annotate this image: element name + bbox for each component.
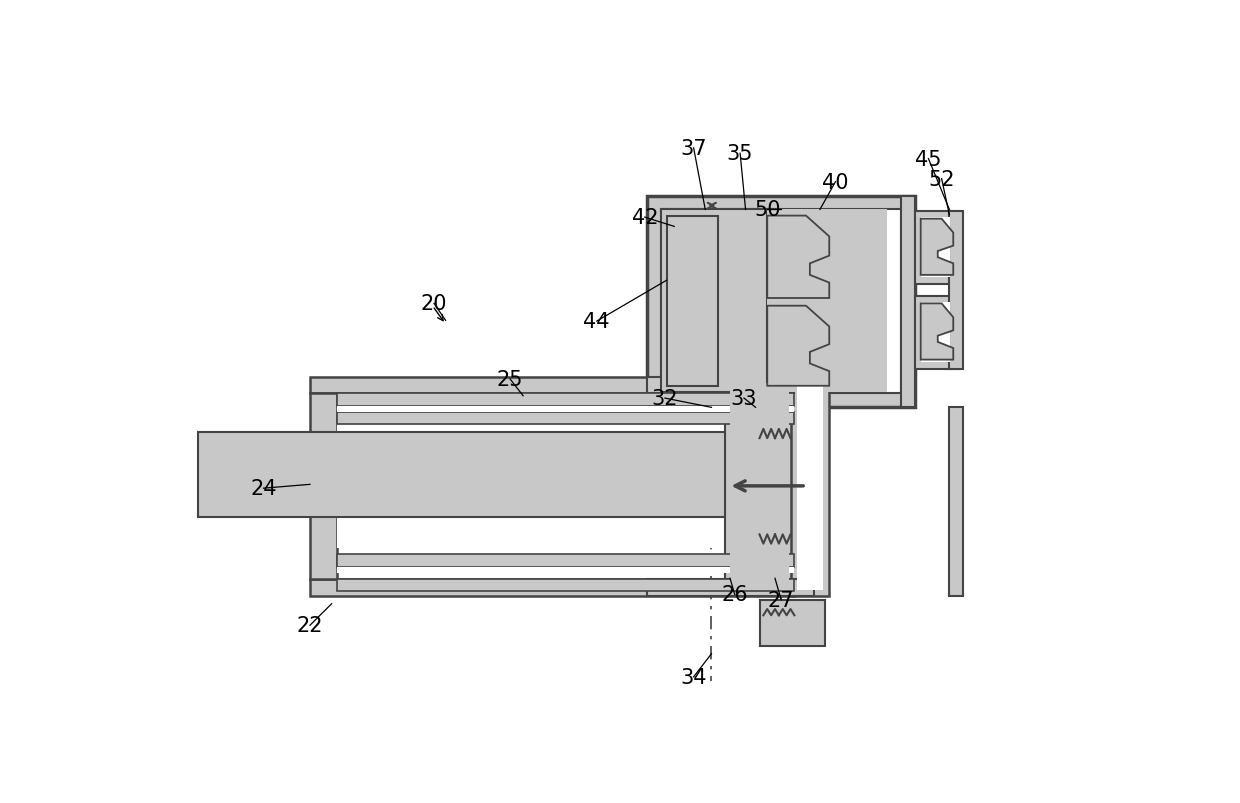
Bar <box>724 377 795 597</box>
Bar <box>667 216 761 386</box>
Bar <box>900 197 915 408</box>
Polygon shape <box>768 216 830 299</box>
Bar <box>197 433 724 517</box>
Text: 24: 24 <box>250 479 277 499</box>
Text: 33: 33 <box>730 389 758 409</box>
Bar <box>791 579 813 597</box>
Bar <box>730 383 789 590</box>
Bar <box>647 394 661 408</box>
Bar <box>950 408 963 597</box>
Text: 44: 44 <box>584 312 610 332</box>
Bar <box>915 296 957 369</box>
Polygon shape <box>920 304 954 360</box>
Bar <box>730 383 789 590</box>
Text: 20: 20 <box>420 294 448 314</box>
Bar <box>667 216 718 386</box>
Text: 42: 42 <box>631 208 658 228</box>
Text: 25: 25 <box>497 369 523 389</box>
Bar <box>647 197 915 408</box>
Bar <box>310 394 337 579</box>
Bar <box>647 579 813 597</box>
Bar <box>950 212 963 369</box>
Text: 40: 40 <box>822 173 848 193</box>
Bar <box>337 413 795 425</box>
Text: 27: 27 <box>768 590 795 610</box>
Text: 37: 37 <box>681 139 707 159</box>
Text: 34: 34 <box>681 667 707 687</box>
Bar <box>810 377 827 597</box>
Bar <box>310 579 795 597</box>
Bar <box>791 377 813 394</box>
Bar <box>920 218 950 278</box>
Text: 52: 52 <box>929 169 955 190</box>
Text: 32: 32 <box>652 389 678 409</box>
Text: 26: 26 <box>722 585 748 605</box>
Text: 35: 35 <box>727 144 754 164</box>
Bar <box>766 606 820 641</box>
Bar <box>310 377 795 394</box>
Bar <box>920 303 950 362</box>
Bar <box>337 567 795 573</box>
Text: 45: 45 <box>915 149 941 169</box>
Bar <box>759 600 826 646</box>
Polygon shape <box>768 306 830 386</box>
Text: 50: 50 <box>754 200 780 220</box>
Bar <box>661 210 900 394</box>
Bar <box>337 555 795 567</box>
Bar <box>797 383 823 590</box>
Bar <box>661 210 768 393</box>
Text: 22: 22 <box>296 615 324 635</box>
Polygon shape <box>920 219 954 275</box>
Bar <box>337 579 795 592</box>
Bar <box>337 406 795 413</box>
Bar <box>647 377 795 394</box>
Bar <box>915 212 957 285</box>
Bar <box>791 377 830 597</box>
Bar <box>337 425 795 548</box>
Bar <box>337 394 795 406</box>
Bar <box>766 606 820 641</box>
Bar <box>768 210 888 393</box>
